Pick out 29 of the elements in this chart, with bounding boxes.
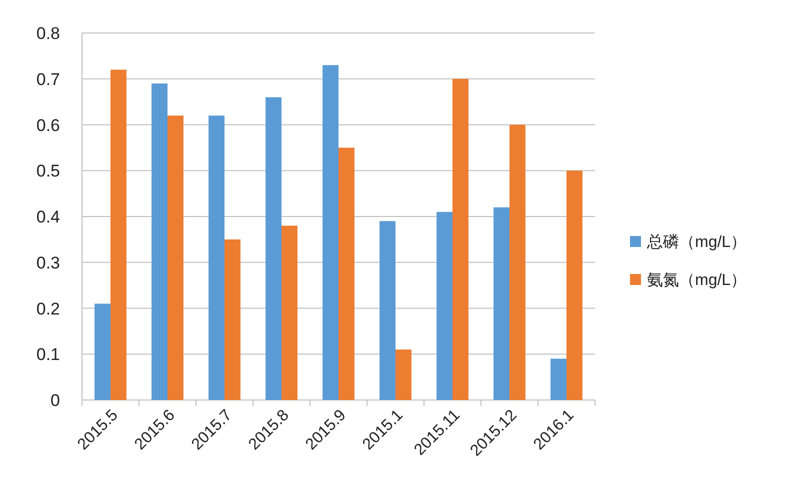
y-tick-label: 0.4 (36, 208, 60, 226)
bar (224, 239, 240, 400)
y-tick-label: 0.1 (36, 345, 60, 364)
bar (566, 170, 582, 400)
y-tick-label: 0.3 (36, 253, 60, 272)
bar (168, 116, 184, 400)
bar (396, 350, 412, 400)
bar (380, 221, 396, 400)
y-tick-label: 0.8 (36, 24, 60, 43)
bar (94, 304, 110, 400)
y-tick-label: 0.5 (36, 162, 60, 181)
y-tick-label: 0.7 (36, 70, 60, 89)
bar (266, 97, 282, 400)
bar (452, 78, 468, 400)
bar (282, 226, 298, 400)
bar (550, 358, 566, 400)
bar (436, 212, 452, 400)
bar (338, 148, 354, 400)
legend-label: 总磷（mg/L） (646, 233, 747, 251)
bar (110, 70, 126, 400)
bar (208, 116, 224, 400)
y-tick-label: 0 (50, 391, 60, 410)
y-tick-label: 0.2 (36, 299, 60, 318)
bar (494, 207, 510, 400)
legend-label: 氨氮（mg/L） (647, 272, 747, 289)
bar (510, 124, 526, 400)
y-tick-label: 0.6 (36, 116, 60, 135)
bar (152, 83, 168, 400)
bar (322, 65, 338, 400)
